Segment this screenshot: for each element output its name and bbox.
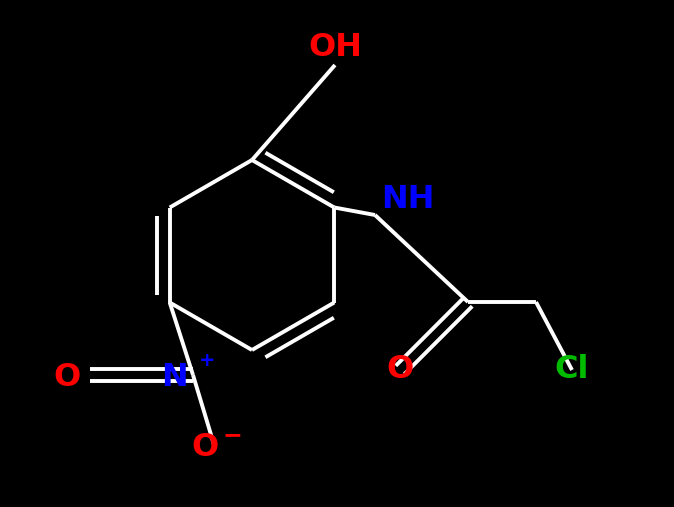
Text: O: O (191, 432, 218, 463)
Text: +: + (199, 350, 215, 370)
Text: NH: NH (381, 185, 435, 215)
Text: O: O (386, 354, 414, 385)
Text: OH: OH (308, 32, 362, 63)
Text: Cl: Cl (555, 354, 589, 385)
Text: O: O (53, 363, 81, 393)
Text: N: N (162, 363, 188, 393)
Text: −: − (222, 423, 242, 447)
